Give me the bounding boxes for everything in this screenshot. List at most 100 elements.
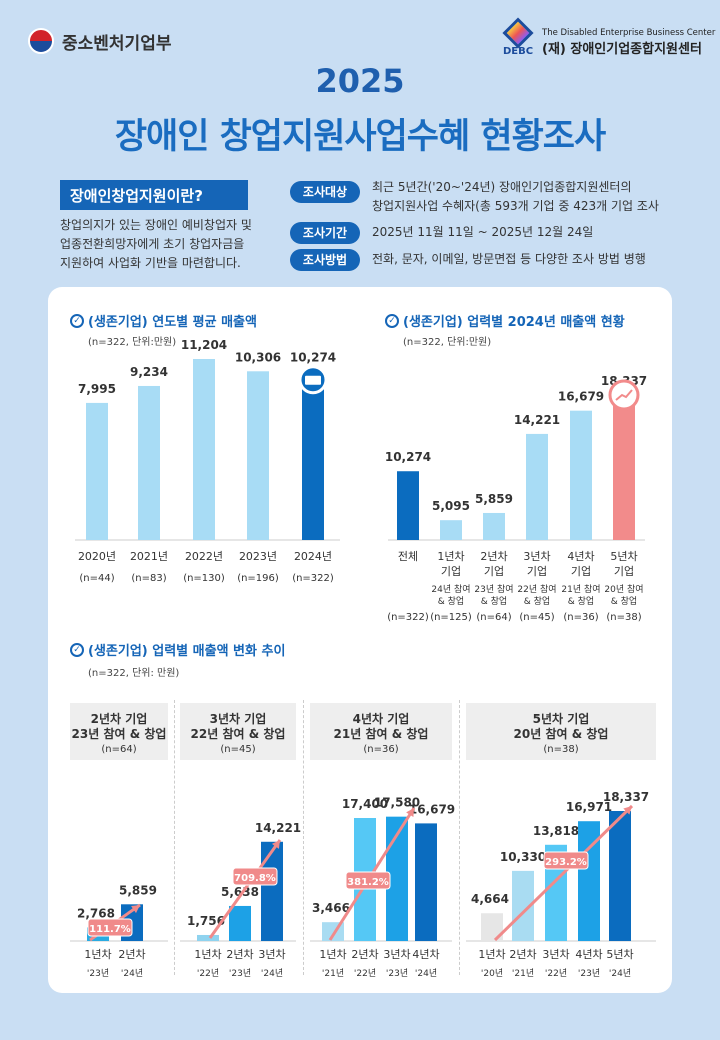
survey-period-text: 2025년 11월 11일 ~ 2025년 12월 24일 <box>372 225 594 239</box>
x-tick-label: 기업 <box>571 565 591 578</box>
x-tick-label: 3년차 <box>523 550 550 563</box>
data-label: 14,221 <box>514 413 560 427</box>
intro-line: 지원하여 사업화 기반을 마련합니다. <box>60 256 241 270</box>
data-label: 5,095 <box>432 499 470 513</box>
x-tick-label: 기업 <box>614 565 634 578</box>
center-name-en: The Disabled Enterprise Business Center <box>542 28 716 38</box>
bar <box>578 821 600 941</box>
data-label: 7,995 <box>78 382 116 396</box>
year-label: '24년 <box>261 968 283 979</box>
survey-period-pill: 조사기간 <box>290 222 360 244</box>
x-tick-label: 2년차 <box>480 550 507 563</box>
data-label: 10,274 <box>385 450 431 464</box>
growth-badge <box>543 851 589 870</box>
check-icon: ✓ <box>70 313 84 328</box>
year-label: '23년 <box>87 968 109 979</box>
bar <box>302 371 324 540</box>
intro-label: 장애인창업지원이란? <box>60 180 248 210</box>
x-tick-label: 2년차 <box>226 948 253 961</box>
category-note: & 창업 <box>481 596 507 607</box>
year-label: '24년 <box>415 968 437 979</box>
x-tick-label: 1년차 <box>437 550 464 563</box>
n-label: (n=125) <box>430 612 472 623</box>
bar <box>397 471 419 540</box>
data-label: 14,221 <box>255 821 301 835</box>
center-name-ko: (재) 장애인기업종합지원센터 <box>542 42 702 57</box>
data-label: 5,638 <box>221 885 259 899</box>
data-label: 2,768 <box>77 906 115 920</box>
money-icon-bill <box>305 375 321 385</box>
chart3-unit: (n=322, 단위: 만원) <box>88 668 180 679</box>
year-label: '23년 <box>386 968 408 979</box>
data-label: 5,859 <box>475 492 513 506</box>
panel-divider <box>174 700 175 975</box>
data-label: 16,971 <box>566 800 612 814</box>
survey-method-text: 전화, 문자, 이메일, 방문면접 등 다양한 조사 방법 병행 <box>372 252 646 266</box>
year-label: '22년 <box>197 968 219 979</box>
data-label: 1,756 <box>187 914 225 928</box>
panel-divider <box>303 700 304 975</box>
n-label: (n=83) <box>131 573 166 584</box>
year-label: '22년 <box>545 968 567 979</box>
category-note: 22년 참여 <box>517 583 556 595</box>
n-label: (n=64) <box>476 612 511 623</box>
x-tick-label: 4년차 <box>412 948 439 961</box>
ministry-logo: 중소벤처기업부 <box>28 28 171 54</box>
growth-arrow <box>208 839 282 939</box>
x-tick-label: 2022년 <box>185 550 223 563</box>
x-tick-label: 1년차 <box>84 948 111 961</box>
bar <box>386 816 408 941</box>
panel-header: 5년차 기업 20년 참여 & 창업 (n=38) <box>466 703 656 760</box>
x-tick-label: 4년차 <box>567 550 594 563</box>
x-tick-label: 기업 <box>441 565 461 578</box>
x-tick-label: 2년차 <box>351 948 378 961</box>
bar <box>415 823 437 941</box>
arrow-head-icon <box>271 840 280 849</box>
x-tick-label: 3년차 <box>383 948 410 961</box>
data-label: 10,330 <box>500 850 546 864</box>
data-label: 5,859 <box>119 883 157 897</box>
bar <box>613 395 635 540</box>
bar <box>197 934 219 941</box>
year-label: '20년 <box>481 968 503 979</box>
growth-arrow <box>493 804 634 942</box>
bar <box>247 371 269 540</box>
x-tick-label: 5년차 <box>610 550 637 563</box>
chart1-unit: (n=322, 단위:만원) <box>88 337 177 348</box>
data-label: 17,400 <box>342 797 388 811</box>
year-label: '23년 <box>229 968 251 979</box>
data-label: 10,306 <box>235 350 281 364</box>
taegeuk-icon <box>28 28 54 54</box>
panel-header: 3년차 기업 22년 참여 & 창업 (n=45) <box>180 703 296 760</box>
category-note: 21년 참여 <box>561 583 600 595</box>
category-note: 23년 참여 <box>474 583 513 595</box>
x-tick-label: 2년차 <box>118 948 145 961</box>
bar <box>138 385 160 540</box>
survey-target-pill: 조사대상 <box>290 181 360 203</box>
growth-label: 293.2% <box>545 857 587 868</box>
x-tick-label: 4년차 <box>575 948 602 961</box>
category-note: & 창업 <box>438 596 464 607</box>
x-tick-label: 1년차 <box>194 948 221 961</box>
x-tick-label: 2023년 <box>239 550 277 563</box>
survey-method-pill: 조사방법 <box>290 249 360 271</box>
bar <box>229 905 251 941</box>
growth-badge <box>232 867 278 886</box>
data-label: 11,204 <box>181 338 227 352</box>
x-tick-label: 2년차 <box>509 948 536 961</box>
x-tick-label: 5년차 <box>606 948 633 961</box>
year-label: '21년 <box>322 968 344 979</box>
growth-label: 111.7% <box>89 924 131 935</box>
x-tick-label: 2021년 <box>130 550 168 563</box>
n-label: (n=130) <box>183 573 225 584</box>
intro-line: 창업의지가 있는 장애인 예비창업자 및 <box>60 218 252 232</box>
panel-header: 2년차 기업 23년 참여 & 창업 (n=64) <box>70 703 168 760</box>
debc-logo: DEBC The Disabled Enterprise Business Ce… <box>500 17 716 57</box>
bar <box>570 410 592 540</box>
x-tick-label: 전체 <box>398 550 418 563</box>
ministry-name: 중소벤처기업부 <box>62 33 172 54</box>
growth-chart-icon-line <box>615 389 633 401</box>
check-icon: ✓ <box>385 313 399 328</box>
n-label: (n=45) <box>519 612 554 623</box>
